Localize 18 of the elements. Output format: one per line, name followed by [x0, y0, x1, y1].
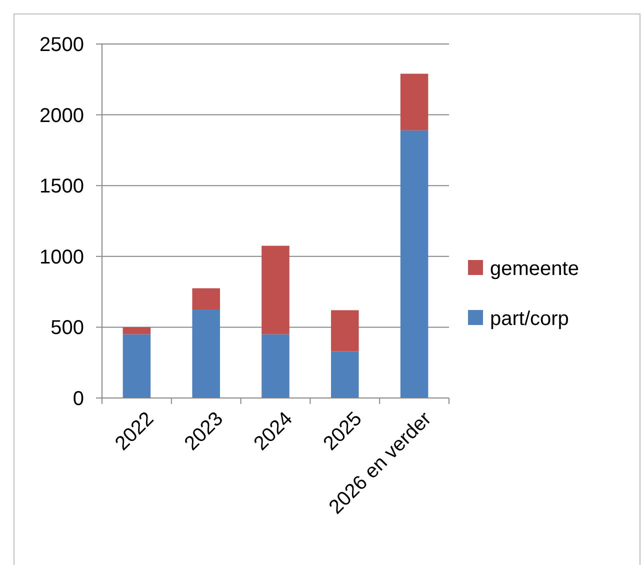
bar — [262, 334, 290, 398]
bar — [192, 310, 220, 398]
bar — [122, 334, 151, 398]
y-tick-label: 0 — [72, 388, 84, 410]
bar — [192, 288, 220, 310]
legend-label: gemeente — [490, 258, 579, 280]
bar — [262, 246, 290, 334]
y-tick-label: 2000 — [40, 104, 84, 127]
y-tick-label: 500 — [50, 317, 84, 340]
bar — [400, 130, 428, 398]
y-tick-label: 2500 — [40, 34, 84, 56]
y-tick-label: 1500 — [40, 176, 84, 198]
bar — [331, 310, 359, 352]
legend-label: part/corp — [490, 308, 569, 330]
bar — [400, 74, 428, 130]
bar — [331, 351, 359, 398]
y-tick-label: 1000 — [40, 246, 84, 268]
bar — [122, 327, 151, 334]
